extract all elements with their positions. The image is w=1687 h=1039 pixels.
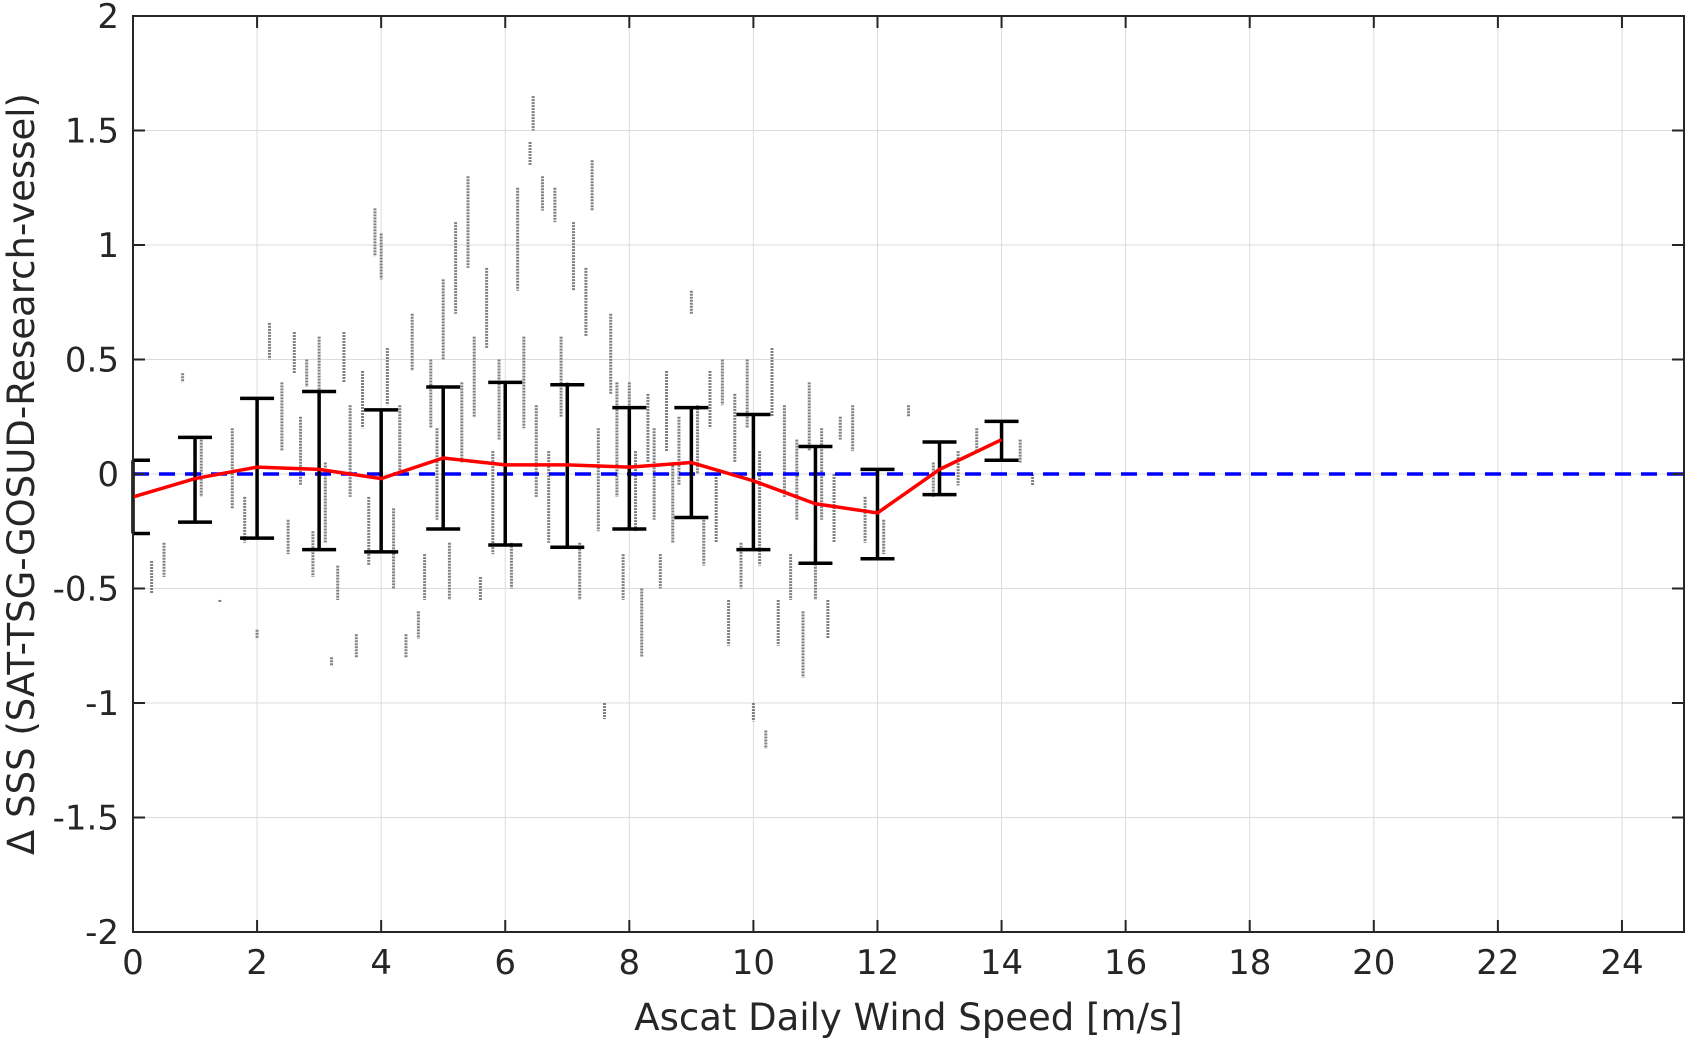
y-tick-label: 1.5 [65, 112, 119, 152]
y-tick-label: -0.5 [53, 570, 119, 610]
y-tick-label: -2 [85, 913, 119, 953]
x-tick-label: 12 [856, 943, 899, 983]
x-tick-label: 6 [494, 943, 516, 983]
x-tick-label: 8 [618, 943, 640, 983]
error-bar [364, 408, 399, 554]
y-axis-ticks: 2 1.5 1 0.5 0 -0.5 -1 -1.5 -2 [53, 0, 1684, 953]
x-tick-label: 14 [980, 943, 1023, 983]
y-tick-label: 0 [97, 455, 119, 495]
mean-line [132, 438, 1003, 515]
x-tick-label: 2 [246, 943, 268, 983]
y-tick-label: 0.5 [65, 341, 119, 381]
mean-line-path [132, 438, 1003, 515]
y-tick-label: 1 [97, 226, 119, 266]
x-axis-label: Ascat Daily Wind Speed [m/s] [634, 996, 1182, 1039]
x-axis-ticks: 0 2 4 6 8 10 12 14 16 18 20 22 24 [122, 16, 1644, 983]
y-tick-label: -1.5 [53, 799, 119, 839]
x-tick-label: 24 [1600, 943, 1643, 983]
x-tick-label: 10 [732, 943, 775, 983]
x-tick-label: 18 [1228, 943, 1271, 983]
x-tick-label: 16 [1104, 943, 1147, 983]
grid-lines [132, 15, 1684, 933]
y-tick-label: -1 [85, 684, 119, 724]
x-tick-label: 22 [1476, 943, 1519, 983]
x-tick-label: 4 [370, 943, 392, 983]
x-tick-label: 0 [122, 943, 144, 983]
scatter-points [150, 96, 1035, 749]
x-tick-label: 20 [1352, 943, 1395, 983]
y-axis-label: Δ SSS (SAT-TSG-GOSUD-Research-vessel) [0, 93, 43, 855]
y-tick-label: 2 [97, 0, 119, 37]
